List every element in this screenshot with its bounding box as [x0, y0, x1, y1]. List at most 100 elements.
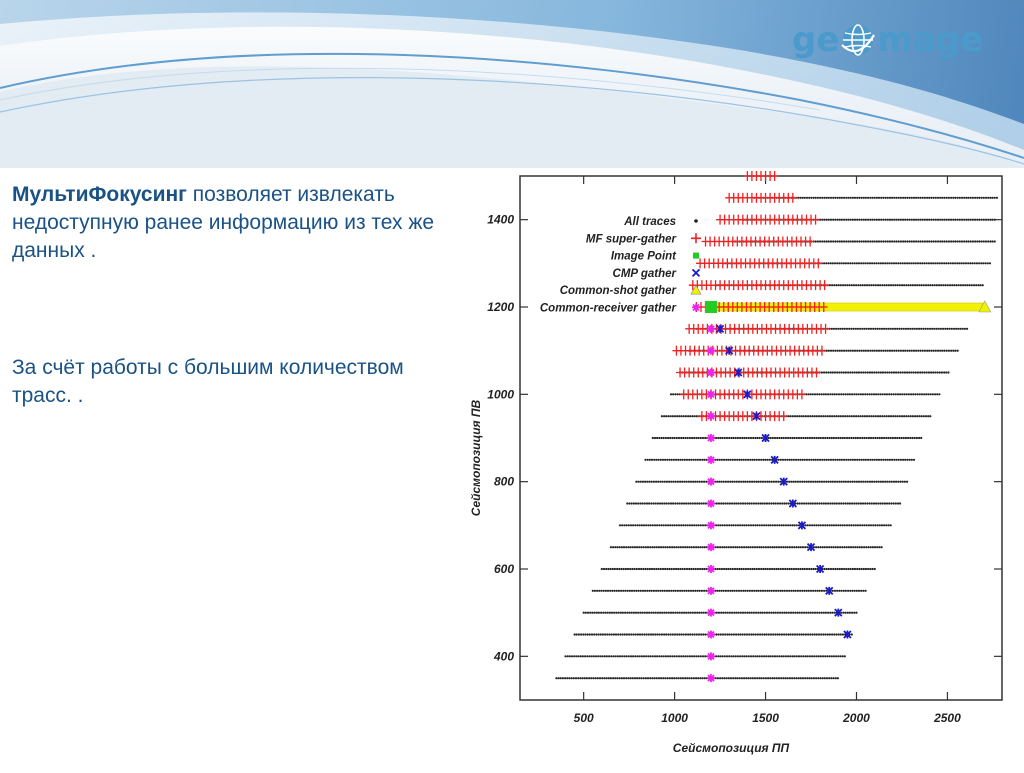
all-traces-point: [869, 218, 872, 221]
all-traces-point: [818, 502, 821, 505]
all-traces-point: [776, 655, 779, 658]
all-traces-point: [916, 393, 919, 396]
all-traces-point: [650, 502, 653, 505]
all-traces-point: [689, 589, 693, 592]
all-traces-point: [869, 327, 873, 330]
all-traces-point: [694, 567, 697, 571]
all-traces-point: [687, 480, 690, 483]
all-traces-point: [623, 524, 626, 527]
all-traces-point: [841, 436, 844, 440]
all-traces-point: [902, 240, 905, 243]
x-tick-label: 1000: [661, 711, 688, 725]
all-traces-point: [700, 633, 703, 636]
all-traces-point: [849, 349, 852, 352]
all-traces-point: [869, 567, 872, 571]
all-traces-point: [594, 677, 597, 680]
all-traces-point: [589, 611, 592, 614]
all-traces-point: [938, 284, 941, 287]
all-traces-point: [671, 546, 674, 549]
all-traces-point: [766, 480, 769, 483]
all-traces-point: [672, 393, 675, 396]
all-traces-point: [683, 502, 686, 505]
all-traces-point: [842, 502, 845, 505]
all-traces-point: [788, 677, 791, 680]
all-traces-point: [772, 502, 775, 505]
all-traces-point: [564, 677, 567, 680]
all-traces-point: [673, 633, 677, 636]
all-traces-point: [848, 415, 851, 418]
all-traces-point: [874, 524, 877, 527]
all-traces-point: [900, 415, 904, 418]
all-traces-point: [889, 436, 892, 440]
all-traces-point: [833, 262, 837, 265]
all-traces-point: [734, 655, 737, 658]
all-traces-point: [657, 546, 661, 549]
all-traces-point: [631, 677, 634, 680]
all-traces-point: [662, 436, 665, 440]
all-traces-point: [807, 633, 810, 636]
all-traces-point: [833, 393, 836, 396]
all-traces-point: [891, 327, 894, 330]
all-traces-point: [908, 371, 911, 374]
all-traces-point: [779, 589, 782, 592]
all-traces-point: [812, 546, 815, 549]
all-traces-point: [926, 240, 929, 243]
all-traces-point: [858, 567, 861, 571]
all-traces-point: [584, 655, 587, 658]
all-traces-point: [720, 611, 723, 614]
all-traces-point: [831, 393, 834, 396]
all-traces-point: [768, 567, 771, 571]
all-traces-point: [901, 480, 904, 483]
all-traces-point: [920, 284, 923, 287]
all-traces-point: [609, 546, 612, 549]
all-traces-point: [965, 218, 968, 221]
all-traces-point: [715, 655, 718, 658]
all-traces-point: [692, 480, 695, 483]
all-traces-point: [635, 480, 638, 483]
all-traces-point: [831, 502, 834, 505]
all-traces-point: [790, 480, 793, 483]
all-traces-point: [808, 436, 811, 440]
all-traces-point: [887, 327, 890, 330]
all-traces-point: [903, 284, 906, 287]
all-traces-point: [688, 546, 691, 549]
all-traces-point: [676, 480, 679, 483]
all-traces-point: [978, 218, 981, 221]
all-traces-point: [839, 633, 842, 636]
all-traces-point: [612, 633, 615, 636]
all-traces-point: [785, 611, 788, 614]
all-traces-point: [889, 415, 893, 418]
mf-super-gather-point: [819, 302, 828, 312]
all-traces-point: [991, 196, 994, 199]
all-traces-point: [866, 502, 869, 505]
all-traces-point: [943, 196, 946, 199]
all-traces-point: [612, 655, 615, 658]
all-traces-point: [814, 240, 817, 243]
all-traces-point: [656, 436, 659, 440]
all-traces-point: [688, 567, 691, 571]
all-traces-point: [740, 567, 743, 571]
all-traces-point: [627, 524, 630, 527]
all-traces-point: [718, 589, 721, 592]
all-traces-point: [758, 677, 761, 680]
all-traces-point: [821, 458, 824, 461]
all-traces-point: [693, 502, 697, 505]
all-traces-point: [962, 262, 965, 265]
all-traces-point: [609, 589, 612, 592]
all-traces-point: [632, 524, 635, 527]
all-traces-point: [819, 655, 822, 658]
all-traces-point: [679, 480, 682, 483]
all-traces-point: [855, 371, 858, 374]
all-traces-point: [802, 436, 805, 440]
all-traces-point: [720, 458, 723, 461]
all-traces-point: [813, 415, 816, 418]
all-traces-point: [845, 458, 848, 461]
all-traces-point: [764, 567, 767, 571]
all-traces-point: [616, 677, 619, 680]
all-traces-point: [789, 633, 792, 636]
all-traces-point: [787, 436, 790, 440]
all-traces-point: [763, 611, 766, 614]
all-traces-point: [891, 240, 894, 243]
all-traces-point: [807, 415, 810, 418]
all-traces-point: [672, 611, 675, 614]
